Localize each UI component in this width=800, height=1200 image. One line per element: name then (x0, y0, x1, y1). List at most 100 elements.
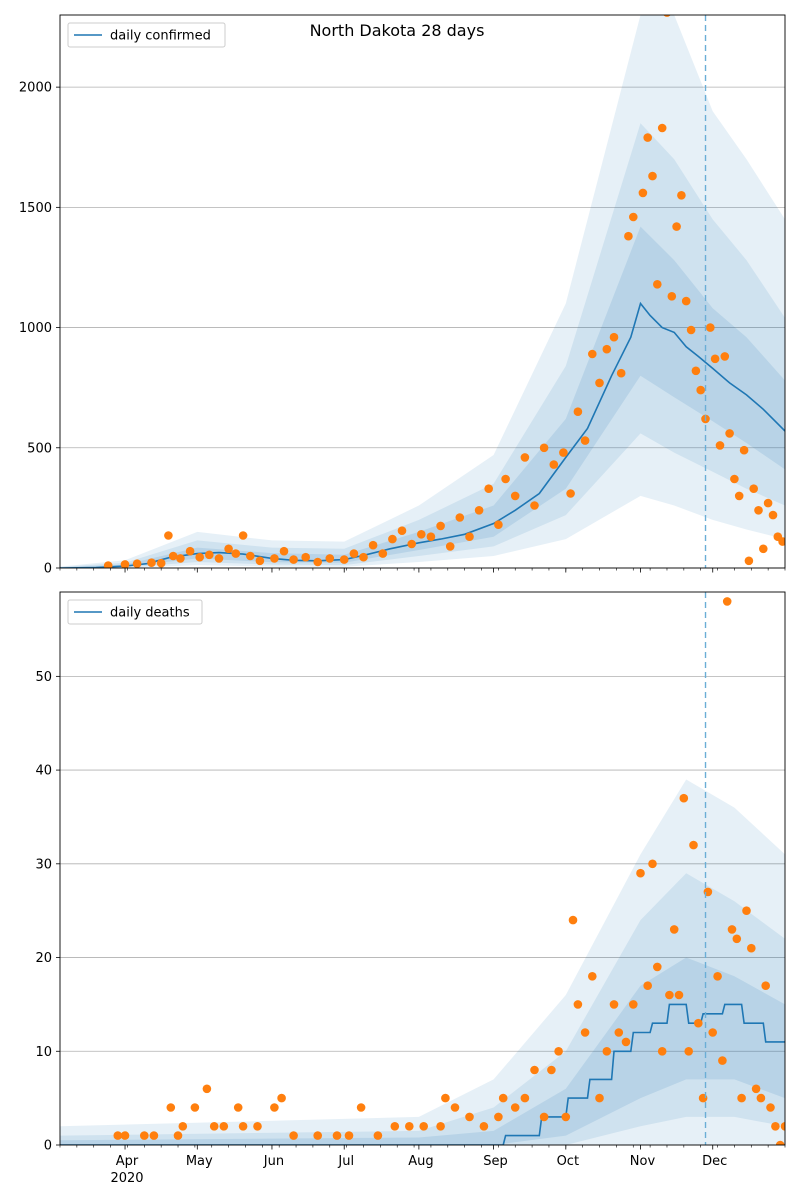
x-tick-label: Oct (557, 1154, 579, 1169)
legend-label: daily confirmed (110, 29, 211, 44)
data-point (595, 1093, 604, 1103)
data-point (653, 962, 662, 972)
data-point (390, 1122, 400, 1131)
data-point (768, 510, 778, 520)
plot-frame (59, 591, 786, 1146)
data-point (744, 556, 754, 566)
data-point (238, 531, 248, 540)
data-point (233, 1103, 243, 1112)
data-point (559, 448, 568, 457)
data-point (205, 550, 214, 560)
data-point (185, 546, 195, 556)
data-point (332, 1131, 342, 1140)
data-point (588, 972, 597, 981)
data-point (378, 549, 388, 558)
data-point (520, 453, 530, 462)
data-point (561, 1112, 571, 1122)
data-point (301, 552, 311, 562)
plot-frame (59, 14, 786, 569)
data-point (609, 1000, 619, 1009)
x-tick-label: Apr (116, 1154, 139, 1169)
data-point (373, 1131, 383, 1140)
data-point (388, 534, 397, 544)
data-point (325, 554, 335, 563)
data-point (164, 531, 173, 540)
x-tick-label: Sep (483, 1154, 508, 1169)
confirmed-panel: 0 500 1000 1500 2000 daily confirmed (19, 14, 786, 577)
data-point (732, 934, 742, 944)
data-point (289, 1131, 298, 1140)
y-tick-label: 50 (35, 670, 52, 685)
data-point (441, 1093, 450, 1103)
data-point (763, 498, 773, 508)
y-tick-label: 1500 (19, 201, 52, 216)
data-point (465, 1112, 474, 1122)
data-point (313, 557, 323, 567)
data-point (725, 429, 734, 438)
data-point (356, 1103, 366, 1112)
y-tick-label: 500 (27, 441, 52, 456)
data-point (720, 352, 730, 361)
data-point (450, 1103, 460, 1112)
data-point (696, 385, 705, 395)
data-point (674, 990, 684, 1000)
x-tick-label: Nov (630, 1154, 656, 1169)
data-point (629, 212, 638, 222)
data-point (253, 1122, 262, 1131)
data-point (766, 1103, 775, 1112)
data-point (669, 925, 679, 934)
data-point (501, 474, 510, 484)
data-point (436, 1122, 445, 1131)
data-point (686, 325, 696, 335)
data-point (715, 441, 725, 450)
data-point (510, 1103, 520, 1112)
data-point (629, 1000, 638, 1009)
data-point (643, 981, 652, 990)
legend-box (67, 22, 226, 48)
series-line (60, 1003, 785, 1145)
data-point (691, 366, 701, 376)
data-point (190, 1103, 200, 1112)
data-point (539, 443, 549, 453)
data-point (684, 1047, 693, 1056)
data-point (140, 1131, 149, 1140)
data-point (214, 554, 224, 563)
data-point (694, 1018, 703, 1028)
data-point (739, 445, 749, 455)
y-tick-label: 40 (35, 764, 52, 779)
data-point (368, 540, 378, 550)
data-point (484, 484, 494, 494)
data-point (494, 520, 503, 529)
chart-title: North Dakota 28 days (310, 21, 485, 40)
data-point (520, 1093, 530, 1103)
data-point (407, 539, 417, 549)
data-point (648, 171, 657, 181)
uncertainty-band (60, 15, 785, 568)
data-point (445, 542, 455, 551)
y-tick-label: 10 (35, 1045, 52, 1060)
data-point (277, 1093, 286, 1103)
data-point (749, 484, 758, 494)
data-point (573, 1000, 583, 1009)
data-point (667, 292, 677, 301)
deaths-panel: 0 10 20 30 40 50 daily deaths (35, 591, 786, 1154)
data-point (706, 323, 715, 332)
data-point (778, 537, 785, 546)
data-point (168, 551, 178, 561)
data-point (166, 1103, 176, 1112)
data-point (436, 521, 445, 531)
data-point (426, 532, 436, 541)
data-point (120, 1131, 130, 1140)
data-point (672, 222, 681, 231)
data-point (224, 544, 233, 554)
data-point (279, 546, 289, 556)
legend-box (67, 599, 203, 625)
legend: daily confirmed (67, 22, 226, 48)
data-point (554, 1047, 563, 1056)
data-point (722, 597, 732, 606)
data-point (747, 943, 756, 953)
data-point (270, 554, 279, 563)
data-point (219, 1122, 229, 1131)
data-point (636, 868, 645, 878)
data-point (751, 1084, 761, 1094)
